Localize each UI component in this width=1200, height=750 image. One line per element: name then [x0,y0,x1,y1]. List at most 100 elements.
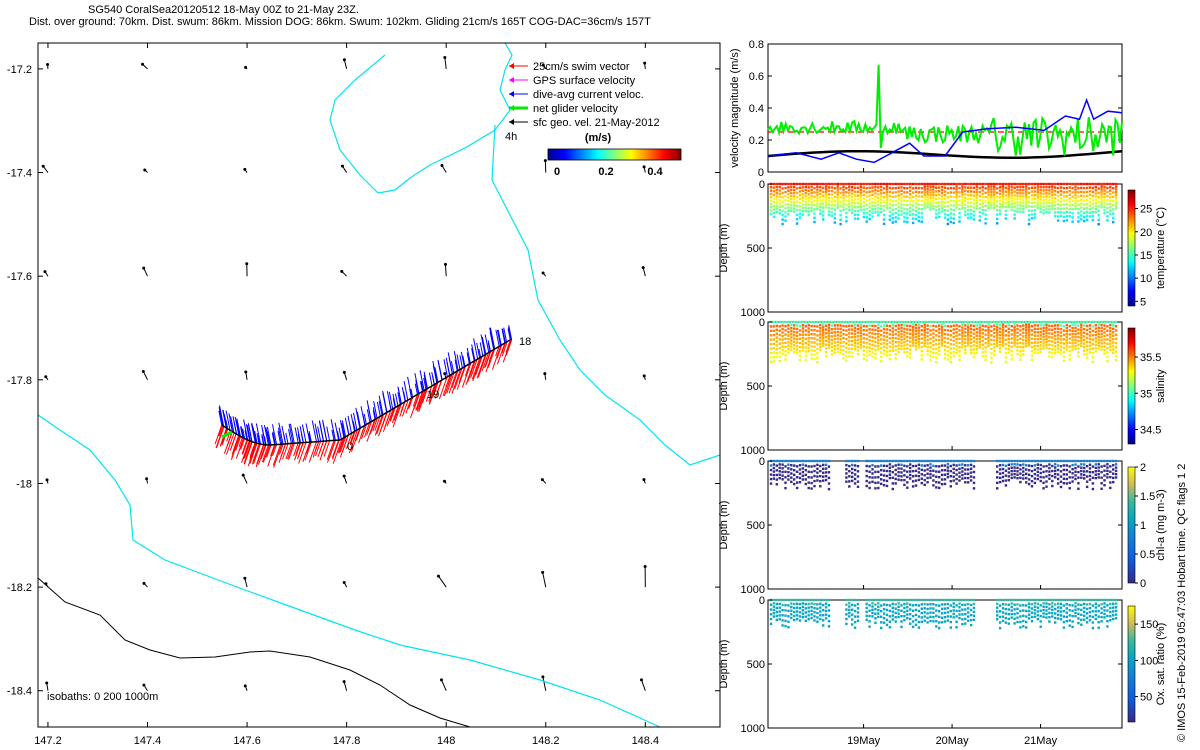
scatter-point [1091,615,1095,619]
scatter-point [1068,465,1071,468]
scatter-point [1106,604,1109,607]
dac-vector [471,344,476,362]
scatter-point [938,459,941,463]
scatter-point [804,341,807,345]
scatter-point [938,470,941,473]
scatter-point [804,333,807,336]
scatter-point [1013,608,1016,611]
scatter-point [967,333,970,337]
scatter-point [868,481,871,484]
scatter-point [1097,476,1100,479]
scatter-point [943,620,947,623]
temperature-y-label: Depth (m) [718,224,730,273]
scatter-point [885,182,889,186]
net-velocity-arrow [221,430,233,439]
scatter-point [795,334,799,338]
scatter-point [946,611,950,614]
scatter-point [1091,190,1095,194]
scatter-point [1080,218,1083,221]
scatter-point [888,214,892,217]
scatter-point [909,603,912,606]
scatter-point [1103,459,1106,463]
scatter-point [885,479,889,483]
scatter-point [1051,479,1054,483]
scatter-point [1042,347,1045,350]
scatter-point [1010,191,1013,194]
scatter-point [810,470,813,474]
scatter-point [862,341,865,344]
scatter-point [1094,343,1097,347]
scatter-point [990,190,993,194]
surface-current-arrow-head [436,574,440,578]
dac-vector [476,342,481,359]
scatter-point [1080,334,1083,337]
scatter-point [856,324,860,327]
scatter-point [1001,475,1005,479]
scatter-point [967,472,970,476]
scatter-point [880,325,883,328]
scatter-point [926,198,929,201]
scatter-point [1106,215,1109,218]
scatter-point [865,337,868,341]
scatter-point [1077,216,1080,219]
scatter-point [819,617,822,621]
scatter-point [848,608,851,612]
scatter-point [906,220,909,224]
scatter-point [1010,609,1013,612]
dac-vector [246,425,251,442]
scatter-point [807,610,810,613]
scatter-point [1025,464,1028,467]
scatter-point [1068,193,1071,196]
scatter-point [830,193,834,196]
scatter-point [1045,337,1048,341]
scatter-point [877,615,880,619]
scatter-point [1103,469,1106,472]
scatter-point [816,467,819,470]
scatter-point [900,186,903,189]
scatter-point [1007,324,1010,327]
scatter-point [882,603,886,606]
scatter-point [909,182,912,186]
scatter-point [816,325,819,328]
scatter-point [816,607,819,610]
scatter-point [967,325,970,329]
depth-tick-label: 0 [759,317,765,329]
scatter-point [880,360,883,363]
scatter-point [772,360,776,363]
scatter-point [772,215,776,219]
scatter-point [996,618,999,621]
scatter-point [822,331,825,334]
scatter-point [1059,189,1063,193]
scatter-point [1010,349,1013,353]
scatter-point [830,210,834,214]
scatter-point [952,605,955,609]
scatter-point [833,351,836,355]
scatter-point [938,353,941,356]
colorbar-tick-label: 15 [1140,250,1152,262]
scatter-point [984,182,987,186]
scatter-point [911,469,915,473]
scatter-point [882,469,886,472]
scatter-point [845,191,848,194]
scatter-point [938,621,941,624]
scatter-point [1036,190,1039,194]
scatter-point [978,326,981,329]
scatter-point [813,195,816,198]
scatter-point [996,465,999,468]
scatter-point [1004,484,1008,487]
scatter-point [839,338,842,341]
scatter-point [894,464,897,467]
scatter-point [1016,352,1019,356]
scatter-point [993,193,996,196]
scatter-point [1007,622,1010,625]
scatter-point [1109,481,1112,484]
scatter-point [795,320,799,324]
scatter-point [1071,186,1074,190]
scatter-point [1048,466,1051,470]
dac-vector [420,381,424,392]
scatter-point [769,617,773,621]
scatter-point [787,604,790,607]
scatter-point [772,347,776,350]
scatter-point [993,185,996,188]
scatter-point [1025,609,1028,613]
